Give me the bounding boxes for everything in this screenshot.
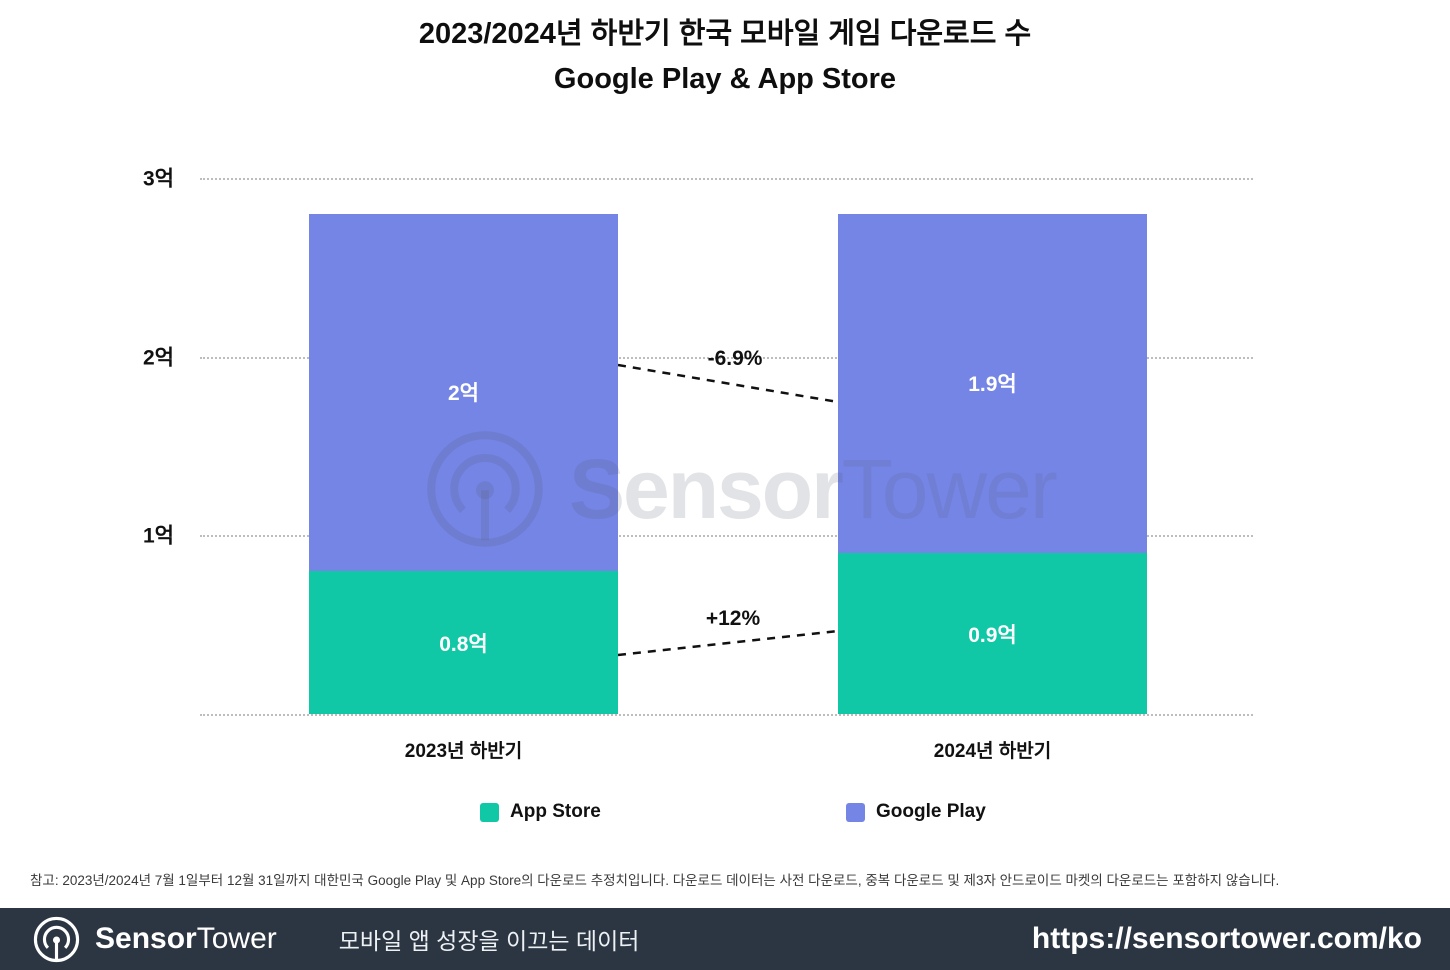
footnote-text: 참고: 2023년/2024년 7월 1일부터 12월 31일까지 대한민국 G… xyxy=(30,873,1280,888)
y-axis-tick-3억: 3억 xyxy=(143,167,174,191)
gridline-3억 xyxy=(200,178,1253,180)
change-label-google-play: -6.9% xyxy=(707,347,763,370)
bar-value-label: 0.9억 xyxy=(968,623,1017,647)
chart-title-line2: Google Play & App Store xyxy=(553,63,897,95)
chart-title-line1: 2023/2024년 하반기 한국 모바일 게임 다운로드 수 xyxy=(418,18,1032,50)
brand-tower: Tower xyxy=(196,922,277,955)
legend-swatch-app-store xyxy=(480,802,499,822)
bar-value-label: 2억 xyxy=(448,382,479,406)
brand-sensor: Sensor xyxy=(95,922,197,955)
bar-segment-app-store-2023년 하반기: 0.8억 xyxy=(309,571,618,714)
gridline-2억 xyxy=(200,356,1253,359)
y-axis-tick-1억: 1억 xyxy=(143,524,174,548)
chart-title: 2023/2024년 하반기 한국 모바일 게임 다운로드 수 Google P… xyxy=(0,12,1450,102)
legend-label: Google Play xyxy=(876,801,986,822)
bar-value-label: 1.9억 xyxy=(968,373,1017,397)
bar-segment-app-store-2024년 하반기: 0.9억 xyxy=(838,553,1147,714)
sensortower-logo-icon xyxy=(33,916,80,963)
legend-swatch-google-play xyxy=(846,802,865,822)
footer-tagline: 모바일 앱 성장을 이끄는 데이터 xyxy=(338,928,640,954)
bar-segment-google-play-2023년 하반기: 2억 xyxy=(309,213,618,572)
bar-segment-google-play-2024년 하반기: 1.9억 xyxy=(838,213,1147,554)
x-axis-label-2023년 하반기: 2023년 하반기 xyxy=(404,741,523,762)
footer-bar: SensorTower 모바일 앱 성장을 이끄는 데이터 https://se… xyxy=(0,908,1450,970)
legend-item-app-store: App Store xyxy=(480,801,601,823)
y-axis-tick-2억: 2억 xyxy=(143,346,174,370)
baseline xyxy=(200,714,1253,716)
legend-label: App Store xyxy=(510,801,601,822)
change-label-app-store: +12% xyxy=(705,607,761,630)
sensortower-wordmark: SensorTower xyxy=(95,922,277,956)
gridline-1억 xyxy=(200,535,1253,538)
plot-area: 1억 2억 3억 0.8억 2억 2023년 하반기 0.9억 1.9억 2024년 하반기 -6… xyxy=(143,167,1253,762)
x-axis-label-2024년 하반기: 2024년 하반기 xyxy=(933,741,1052,762)
app-store-change-line xyxy=(617,629,839,657)
legend-item-google-play: Google Play xyxy=(846,801,986,823)
bar-value-label: 0.8억 xyxy=(439,632,488,656)
footer-url: https://sensortower.com/ko xyxy=(1031,922,1422,955)
